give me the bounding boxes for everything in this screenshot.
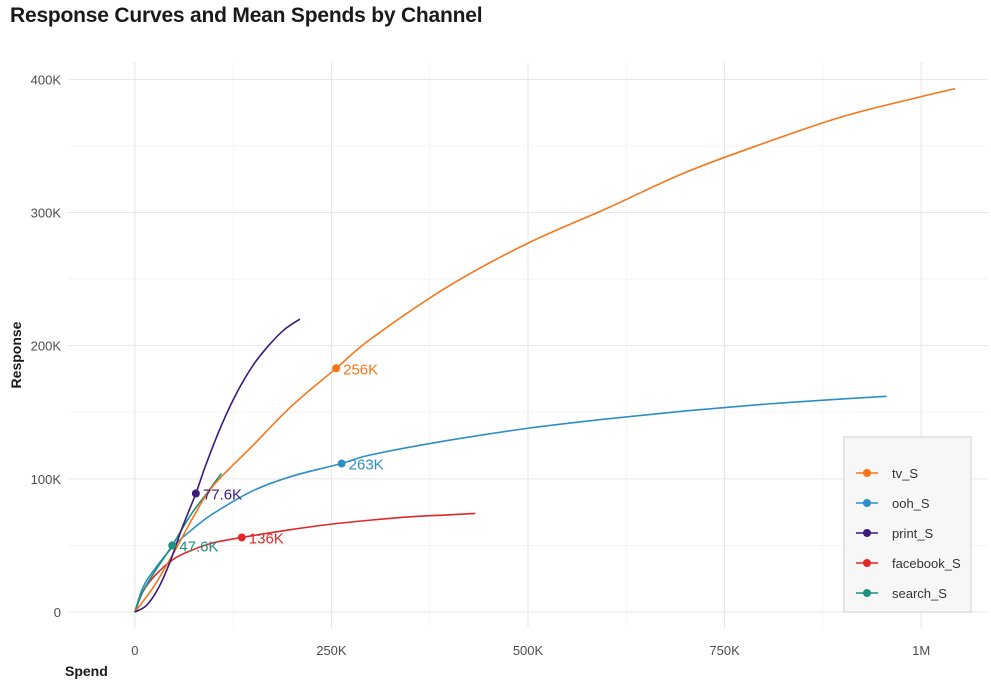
legend-key-dot-tv_S bbox=[863, 469, 871, 477]
grid-lines bbox=[68, 62, 988, 628]
y-tick-label: 200K bbox=[31, 339, 62, 354]
series-line-ooh_S bbox=[134, 395, 887, 613]
x-axis-title: Spend bbox=[65, 663, 108, 679]
y-tick-label: 400K bbox=[31, 72, 62, 87]
mean-point-search_S bbox=[168, 541, 177, 550]
legend-key-dot-print_S bbox=[863, 529, 871, 537]
mean-label-facebook_S: 136K bbox=[249, 530, 284, 547]
mean-label-print_S: 77.6K bbox=[203, 486, 242, 503]
mean-label-tv_S: 256K bbox=[343, 361, 378, 378]
series-line-facebook_S bbox=[134, 512, 476, 613]
y-tick-label: 0 bbox=[54, 605, 61, 620]
legend-key-dot-ooh_S bbox=[863, 499, 871, 507]
legend-label-ooh_S: ooh_S bbox=[892, 496, 930, 511]
legend-label-search_S: search_S bbox=[892, 586, 947, 601]
mean-label-ooh_S: 263K bbox=[349, 457, 384, 474]
x-tick-label: 500K bbox=[513, 643, 544, 658]
x-tick-label: 250K bbox=[316, 643, 347, 658]
legend-label-facebook_S: facebook_S bbox=[892, 556, 961, 571]
y-axis-title: Response bbox=[8, 321, 24, 388]
mean-point-ooh_S bbox=[337, 459, 346, 468]
mean-point-print_S bbox=[191, 489, 200, 498]
y-tick-label: 300K bbox=[31, 205, 62, 220]
series-line-tv_S bbox=[134, 87, 956, 613]
x-tick-label: 750K bbox=[709, 643, 740, 658]
legend-label-tv_S: tv_S bbox=[892, 466, 918, 481]
mean-points: 256K 263K 77.6K 136K 47.6K bbox=[168, 361, 384, 555]
mean-point-facebook_S bbox=[237, 533, 246, 542]
x-tick-label: 0 bbox=[131, 643, 138, 658]
series-line-print_S bbox=[134, 318, 301, 613]
chart-title: Response Curves and Mean Spends by Chann… bbox=[10, 4, 483, 27]
x-tick-label: 1M bbox=[912, 643, 930, 658]
legend-key-dot-facebook_S bbox=[863, 559, 871, 567]
legend-label-print_S: print_S bbox=[892, 526, 934, 541]
legend: tv_S ooh_S print_S facebook_S search_S bbox=[843, 436, 972, 613]
series-lines bbox=[134, 87, 956, 613]
mean-label-search_S: 47.6K bbox=[179, 538, 218, 555]
legend-key-dot-search_S bbox=[863, 589, 871, 597]
mean-point-tv_S bbox=[332, 364, 341, 373]
tick-labels: 0 250K 500K 750K 1M 0 100K 200K 300K 400K bbox=[31, 72, 931, 658]
legend-box bbox=[843, 436, 972, 613]
y-tick-label: 100K bbox=[31, 472, 62, 487]
